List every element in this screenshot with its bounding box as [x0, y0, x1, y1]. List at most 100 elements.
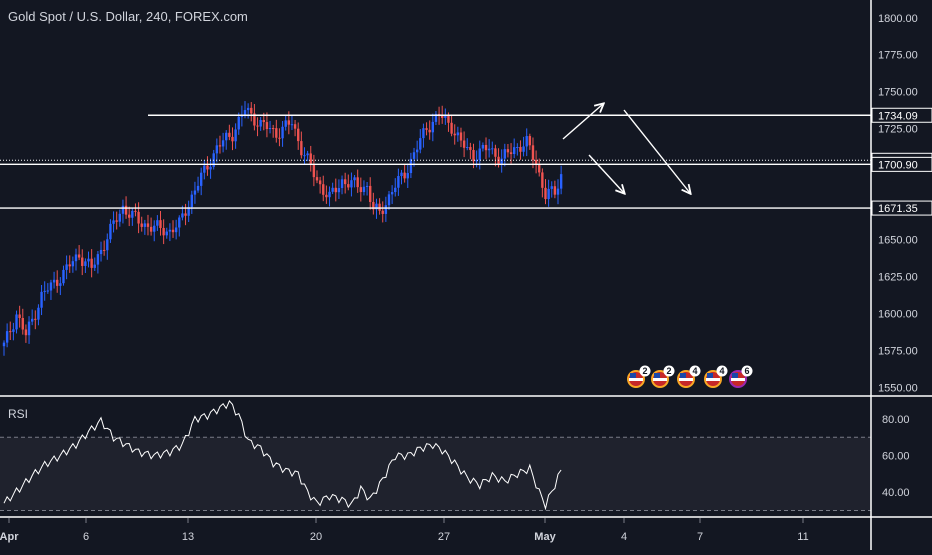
candle-body: [271, 128, 275, 130]
candle-body: [156, 220, 159, 226]
candle-body: [84, 261, 87, 266]
candle-body: [422, 128, 425, 139]
candle-body: [115, 220, 118, 222]
candle-body: [30, 318, 34, 322]
candle-body: [68, 264, 71, 267]
candle-body: [246, 107, 250, 111]
candle-body: [412, 152, 416, 159]
candle-body: [284, 120, 287, 127]
candle-body: [225, 132, 228, 141]
candle-body: [124, 205, 128, 215]
candle-body: [331, 187, 334, 192]
candle-body: [21, 317, 24, 330]
candle-body: [203, 165, 206, 173]
candle-body: [221, 140, 225, 147]
candle-body: [287, 120, 291, 125]
candle-body: [159, 220, 162, 228]
candle-body: [146, 223, 150, 227]
price-tick-label: 1625.00: [878, 272, 918, 284]
event-flag-icon[interactable]: 6: [729, 365, 753, 389]
candle-body: [491, 148, 494, 150]
candle-body: [381, 210, 384, 214]
candle-body: [162, 227, 165, 236]
time-tick-label: 11: [797, 531, 808, 543]
candle-body: [359, 187, 363, 193]
candle-body: [390, 192, 394, 195]
candle-body: [71, 261, 75, 267]
candle-body: [312, 164, 316, 178]
candle-body: [503, 149, 506, 159]
candle-body: [96, 254, 100, 265]
price-label-0: 1734.09: [878, 110, 918, 122]
candle-body: [318, 180, 322, 185]
candle-body: [500, 158, 503, 164]
candle-body: [297, 128, 300, 142]
candle-body: [253, 113, 256, 126]
event-flag-icon[interactable]: 4: [704, 365, 728, 389]
candle-body: [290, 124, 294, 126]
candle-body: [243, 110, 247, 115]
candle-body: [149, 226, 153, 232]
candle-body: [434, 113, 438, 122]
candle-body: [231, 136, 234, 142]
candle-body: [353, 177, 356, 181]
event-flag-icon[interactable]: 2: [651, 365, 675, 389]
rsi-label: RSI: [8, 407, 29, 421]
candle-body: [49, 282, 53, 291]
candle-body: [59, 283, 62, 286]
price-tick-label: 1750.00: [878, 87, 918, 99]
candle-body: [171, 229, 175, 233]
candle-body: [350, 180, 353, 188]
time-tick-label: May: [534, 531, 556, 543]
candle-body: [328, 191, 331, 198]
price-tick-label: 1775.00: [878, 50, 918, 62]
candle-body: [456, 132, 460, 136]
time-tick-label: 6: [83, 531, 89, 543]
candle-body: [509, 152, 513, 155]
candle-body: [37, 307, 40, 320]
price-label-box: [871, 156, 932, 172]
candle-body: [428, 129, 431, 133]
candle-body: [121, 205, 125, 214]
candle-body: [196, 185, 200, 191]
price-label-3: 1671.35: [878, 203, 918, 215]
candle-body: [43, 290, 46, 292]
candle-body: [184, 213, 187, 216]
candle-body: [293, 124, 297, 129]
rsi-tick-label: 80.00: [882, 414, 910, 426]
candle-body: [206, 165, 209, 170]
candle-body: [93, 264, 96, 268]
candle-body: [431, 121, 435, 133]
candle-body: [484, 144, 488, 151]
candle-body: [275, 128, 278, 138]
candle-body: [444, 115, 447, 118]
time-tick-label: 4: [621, 531, 627, 543]
candle-body: [397, 176, 400, 188]
candle-body: [378, 203, 381, 211]
candle-body: [12, 329, 15, 332]
candle-body: [77, 254, 81, 258]
candle-body: [394, 187, 397, 193]
candle-body: [322, 184, 325, 195]
candle-body: [406, 173, 409, 179]
candle-body: [128, 214, 131, 218]
candle-body: [190, 194, 193, 208]
candle-body: [137, 211, 140, 224]
candle-body: [531, 145, 535, 161]
candle-body: [487, 148, 491, 151]
candle-body: [315, 177, 319, 181]
candle-body: [403, 172, 406, 179]
candle-body: [559, 174, 563, 189]
candle-body: [372, 201, 375, 210]
candle-body: [387, 194, 391, 206]
candle-body: [343, 179, 347, 185]
candle-body: [337, 188, 341, 193]
candle-body: [409, 158, 413, 174]
candle-body: [340, 179, 344, 189]
candle-body: [375, 203, 378, 210]
candle-body: [102, 249, 106, 251]
event-flag-icon[interactable]: 4: [677, 365, 701, 389]
projection-arrow-up: [562, 104, 603, 140]
event-flag-icon[interactable]: 2: [627, 365, 651, 389]
